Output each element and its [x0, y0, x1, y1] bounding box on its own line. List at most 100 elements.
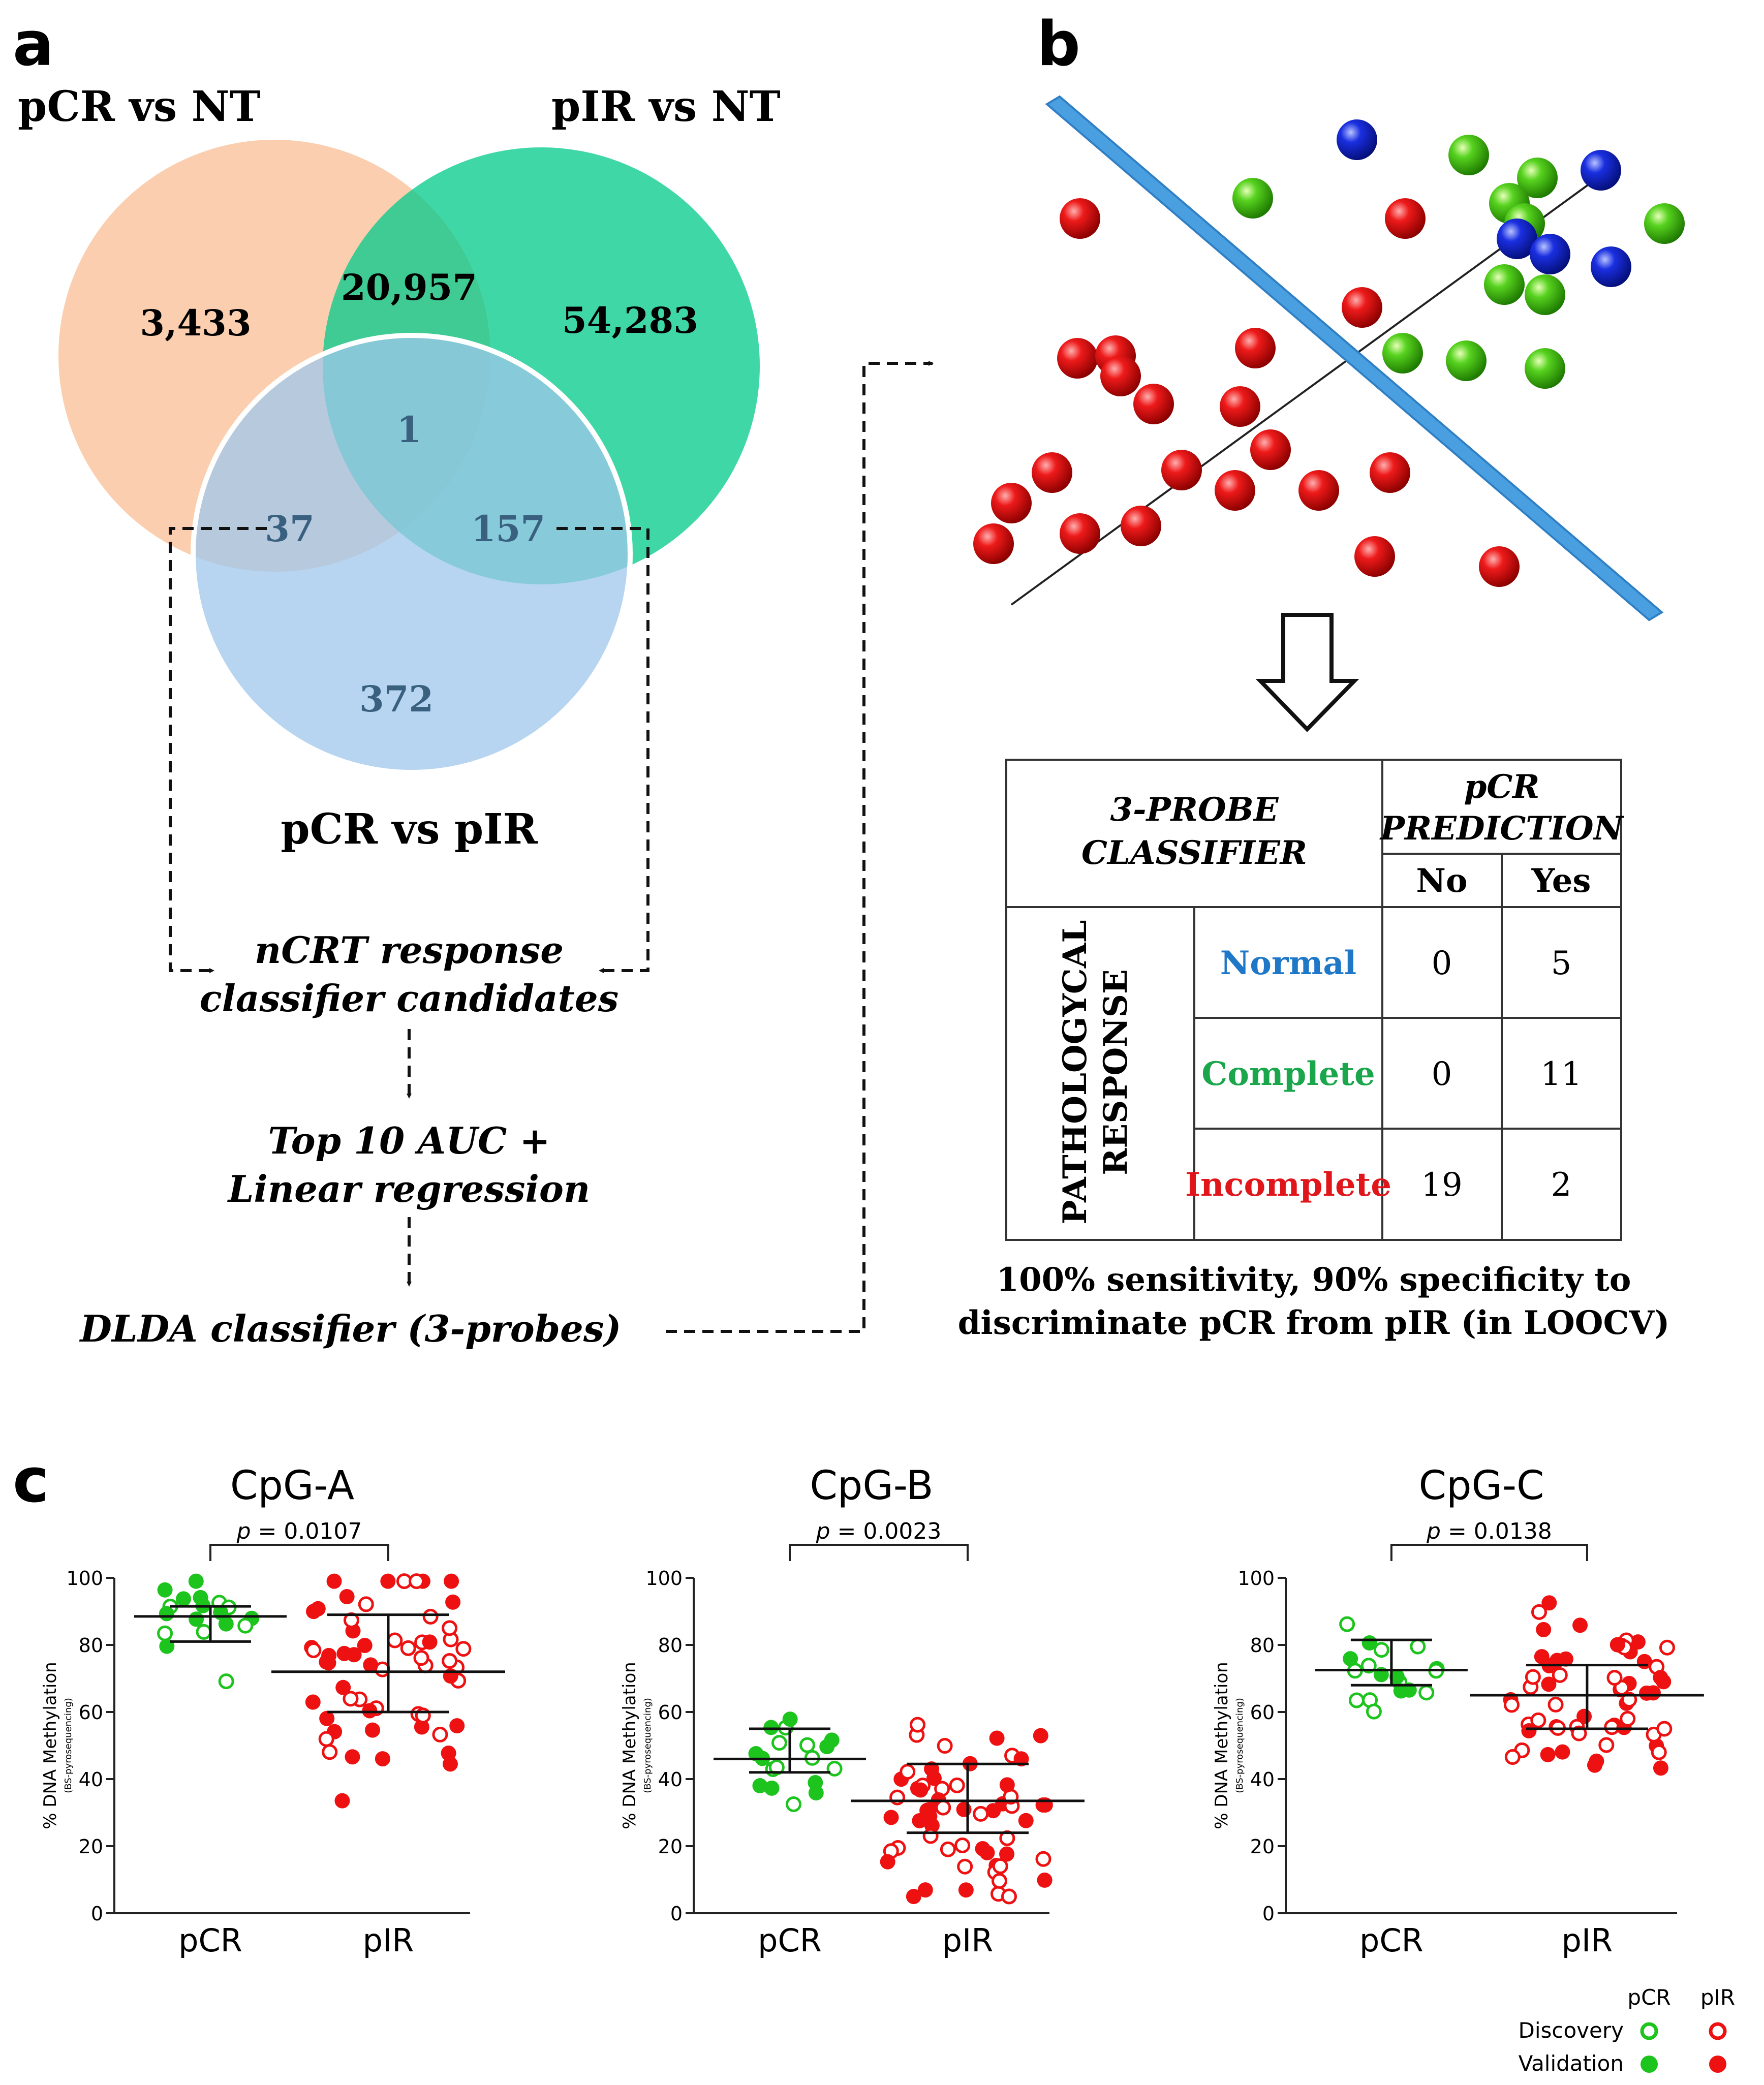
- data-point-validation: [999, 1846, 1015, 1862]
- data-point-discovery: [799, 1737, 816, 1753]
- y-axis-title: % DNA Methylation: [40, 1662, 60, 1829]
- data-point-discovery: [937, 1738, 953, 1754]
- data-point-validation: [449, 1718, 465, 1734]
- down-arrow-icon: [1255, 613, 1359, 732]
- y-tick-label: 80: [1250, 1634, 1275, 1657]
- data-point-validation: [921, 1802, 937, 1818]
- legend-pcr-discovery-marker: [1640, 2022, 1658, 2040]
- p-value: = 0.0023: [830, 1518, 942, 1544]
- sphere-complete: [1232, 178, 1273, 219]
- sphere-incomplete: [1060, 513, 1100, 554]
- venn-count-pcr-nt-pcr-pir: 37: [265, 508, 314, 550]
- sphere-incomplete: [1385, 198, 1426, 239]
- data-point-validation: [1037, 1872, 1053, 1888]
- table-row-incomplete-label: Incomplete: [1185, 1166, 1391, 1204]
- table-row-incomplete-no: 19: [1421, 1166, 1462, 1204]
- table-side-label-line2: RESPONSE: [1097, 969, 1135, 1175]
- data-point-validation: [365, 1722, 381, 1738]
- venn-label-pcr-nt: pCR vs NT: [18, 82, 261, 131]
- data-point-discovery: [1373, 1642, 1389, 1658]
- classifier-3d-plot: [973, 95, 1685, 621]
- data-point-discovery: [940, 1841, 956, 1857]
- venn-count-pir-nt-pcr-pir: 157: [471, 508, 545, 550]
- data-point-discovery: [422, 1608, 439, 1625]
- x-tick-label: pCR: [758, 1922, 822, 1959]
- table-col-yes: Yes: [1531, 862, 1591, 900]
- sphere-incomplete: [1060, 198, 1100, 239]
- flow-step-candidates-line1: nCRT response: [255, 928, 564, 972]
- sphere-incomplete: [991, 483, 1032, 523]
- data-point-validation: [975, 1841, 991, 1857]
- data-point-validation: [1572, 1617, 1588, 1633]
- venn-count-pcr-nt-only: 3,433: [140, 302, 251, 344]
- data-point-discovery: [218, 1673, 234, 1690]
- data-point-validation: [1541, 1595, 1557, 1611]
- y-axis-label: % DNA Methylation (BS-pyrosequencing): [620, 1662, 653, 1829]
- methylation-charts: CpG-A p = 0.0107 0 20 40 60 80 100 % DNA Methyla…: [40, 1463, 1704, 1959]
- data-point-discovery: [1659, 1639, 1675, 1656]
- x-tick-label: pIR: [363, 1922, 414, 1959]
- sphere-incomplete: [1250, 429, 1291, 470]
- data-point-discovery: [910, 1717, 926, 1733]
- table-row-incomplete-yes: 2: [1551, 1166, 1572, 1204]
- p-value-label: p = 0.0107: [236, 1518, 362, 1544]
- data-point-discovery: [992, 1873, 1008, 1889]
- sphere-incomplete: [1220, 386, 1260, 427]
- sphere-normal: [1591, 246, 1631, 287]
- flow-arrows: [169, 361, 934, 1333]
- data-point-discovery: [1410, 1638, 1426, 1655]
- significance-bracket: [1390, 1544, 1588, 1561]
- y-tick-label: 100: [1237, 1567, 1275, 1590]
- table-col-no: No: [1416, 862, 1467, 900]
- data-point-discovery: [1530, 1712, 1546, 1728]
- data-point-validation: [824, 1732, 840, 1748]
- venn-diagram: [58, 140, 760, 775]
- table-row-normal-yes: 5: [1551, 945, 1572, 982]
- legend-pir-discovery-marker: [1709, 2022, 1727, 2040]
- y-axis-subtitle: (BS-pyrosequencing): [63, 1698, 74, 1793]
- significance-bracket: [789, 1544, 969, 1561]
- data-point-discovery: [318, 1731, 334, 1747]
- data-point-validation: [159, 1606, 174, 1622]
- data-point-validation: [345, 1749, 360, 1765]
- venn-circle-pcr-pir: [193, 335, 630, 772]
- x-tick-label: pCR: [178, 1922, 242, 1959]
- sphere-incomplete: [1100, 356, 1141, 396]
- legend-row-discovery: Discovery: [1519, 2018, 1624, 2043]
- data-point-validation: [808, 1785, 824, 1801]
- data-point-validation: [1653, 1670, 1668, 1686]
- data-point-discovery: [442, 1620, 458, 1636]
- data-point-validation: [442, 1756, 458, 1772]
- data-point-validation: [362, 1703, 378, 1719]
- y-tick-label: 100: [66, 1567, 103, 1590]
- sphere-complete: [1525, 348, 1565, 389]
- sphere-incomplete: [1057, 338, 1098, 379]
- y-axis-title: % DNA Methylation: [1212, 1662, 1232, 1829]
- data-point-validation: [380, 1573, 396, 1589]
- y-axis-title: % DNA Methylation: [620, 1662, 640, 1829]
- venn-circle-pcr-pir-border: [191, 333, 633, 775]
- data-point-validation: [334, 1793, 350, 1809]
- data-point-validation: [958, 1882, 974, 1898]
- venn-count-pcr-pir-only: 372: [359, 678, 434, 720]
- y-axis-subtitle: (BS-pyrosequencing): [642, 1698, 653, 1793]
- sphere-incomplete: [1215, 470, 1255, 511]
- data-point-validation: [1393, 1683, 1409, 1699]
- y-tick-label: 40: [1250, 1768, 1275, 1791]
- data-point-discovery: [409, 1573, 425, 1590]
- venn-count-all-three: 1: [397, 409, 422, 451]
- data-point-validation: [1639, 1685, 1655, 1701]
- data-point-validation: [319, 1654, 334, 1670]
- separating-plane: [1045, 95, 1664, 621]
- sphere-incomplete: [1342, 287, 1382, 328]
- data-point-discovery: [954, 1837, 971, 1853]
- data-point-validation: [1610, 1637, 1625, 1653]
- panel-c-letter: c: [13, 1446, 49, 1516]
- legend-pir-validation-marker: [1709, 2056, 1726, 2073]
- data-point-discovery: [157, 1625, 173, 1641]
- sphere-incomplete: [1121, 506, 1161, 546]
- data-point-validation: [414, 1719, 429, 1735]
- sphere-incomplete: [1298, 470, 1339, 511]
- x-tick-label: pIR: [1562, 1922, 1613, 1959]
